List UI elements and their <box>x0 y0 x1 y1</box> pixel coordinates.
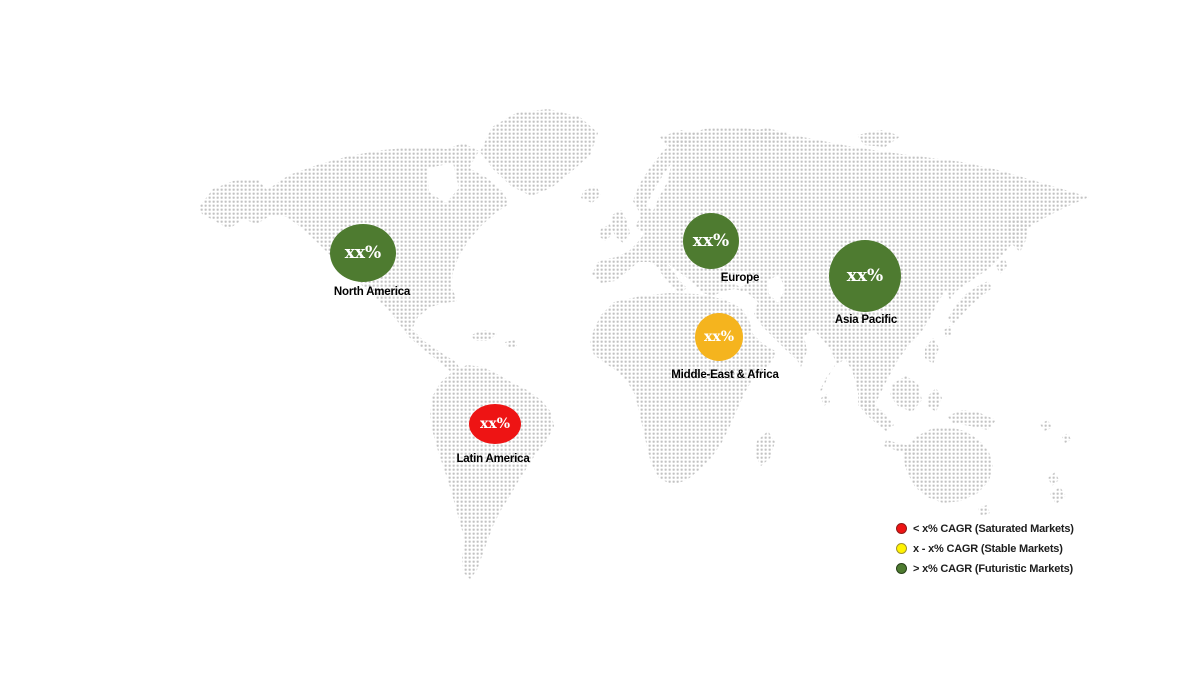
region-label-asia-pacific: Asia Pacific <box>834 314 898 326</box>
region-cagr-value: xx% <box>704 329 734 345</box>
landmass-atlantic-islands <box>581 186 630 243</box>
region-cagr-value: xx% <box>344 242 382 263</box>
legend-item-stable: x - x% CAGR (Stable Markets) <box>896 542 1074 555</box>
legend-dot-icon <box>896 523 907 534</box>
landmass-arctic-islands <box>660 128 901 147</box>
landmass-greenland <box>480 109 598 196</box>
cagr-legend: < x% CAGR (Saturated Markets) x - x% CAG… <box>896 522 1074 582</box>
region-bubble-north-america[interactable]: xx% <box>330 224 396 282</box>
legend-dot-icon <box>896 543 907 554</box>
region-bubble-latin-america[interactable]: xx% <box>469 404 521 444</box>
landmass-south-america <box>430 365 554 579</box>
region-cagr-value: xx% <box>692 230 730 251</box>
legend-item-label: < x% CAGR (Saturated Markets) <box>913 522 1074 535</box>
landmass-se-asia-islands <box>821 338 996 455</box>
region-cagr-value: xx% <box>480 416 510 432</box>
region-bubble-asia-pacific[interactable]: xx% <box>829 240 901 312</box>
landmass-caribbean <box>471 330 517 348</box>
landmass-kamchatka <box>996 214 1028 274</box>
landmass-pacific-islands <box>1040 420 1071 504</box>
landmass-madagascar <box>755 431 775 466</box>
legend-item-label: x - x% CAGR (Stable Markets) <box>913 542 1063 555</box>
landmass-italy <box>655 259 687 293</box>
landmass-australia <box>903 427 993 516</box>
region-bubble-middle-east-africa[interactable]: xx% <box>695 313 743 361</box>
region-label-middle-east-africa: Middle-East & Africa <box>671 369 779 381</box>
legend-dot-icon <box>896 563 907 574</box>
region-label-europe: Europe <box>720 272 760 284</box>
region-cagr-value: xx% <box>846 265 884 286</box>
legend-item-saturated: < x% CAGR (Saturated Markets) <box>896 522 1074 535</box>
legend-item-futuristic: > x% CAGR (Futuristic Markets) <box>896 562 1074 575</box>
landmass-japan <box>944 281 992 337</box>
region-label-latin-america: Latin America <box>456 453 530 465</box>
region-label-north-america: North America <box>333 286 411 298</box>
legend-item-label: > x% CAGR (Futuristic Markets) <box>913 562 1073 575</box>
region-bubble-europe[interactable]: xx% <box>683 213 739 269</box>
